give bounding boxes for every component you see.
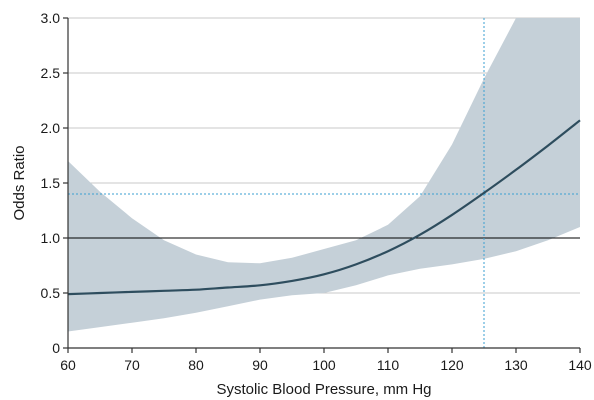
y-tick-label: 2.5	[41, 65, 61, 81]
x-tick-label: 60	[60, 357, 76, 373]
x-tick-label: 70	[124, 357, 140, 373]
y-tick-label: 2.0	[41, 120, 61, 136]
x-tick-label: 100	[312, 357, 336, 373]
x-tick-label: 140	[568, 357, 592, 373]
y-axis-ticks: 0 0.5 1.0 1.5 2.0 2.5 3.0	[41, 10, 68, 356]
y-tick-label: 1.0	[41, 230, 61, 246]
y-tick-label: 3.0	[41, 10, 61, 26]
y-tick-label: 1.5	[41, 175, 61, 191]
x-axis-ticks: 60 70 80 90 100 110 120 130 140	[60, 348, 592, 373]
x-tick-label: 80	[188, 357, 204, 373]
x-tick-label: 120	[440, 357, 464, 373]
y-tick-label: 0	[52, 340, 60, 356]
y-axis-label: Odds Ratio	[11, 145, 28, 220]
x-tick-label: 110	[377, 357, 400, 373]
x-tick-label: 130	[504, 357, 528, 373]
x-tick-label: 90	[252, 357, 268, 373]
confidence-band	[68, 18, 580, 332]
odds-ratio-line	[67, 119, 581, 296]
y-tick-label: 0.5	[41, 285, 61, 301]
x-axis-label: Systolic Blood Pressure, mm Hg	[216, 381, 431, 398]
